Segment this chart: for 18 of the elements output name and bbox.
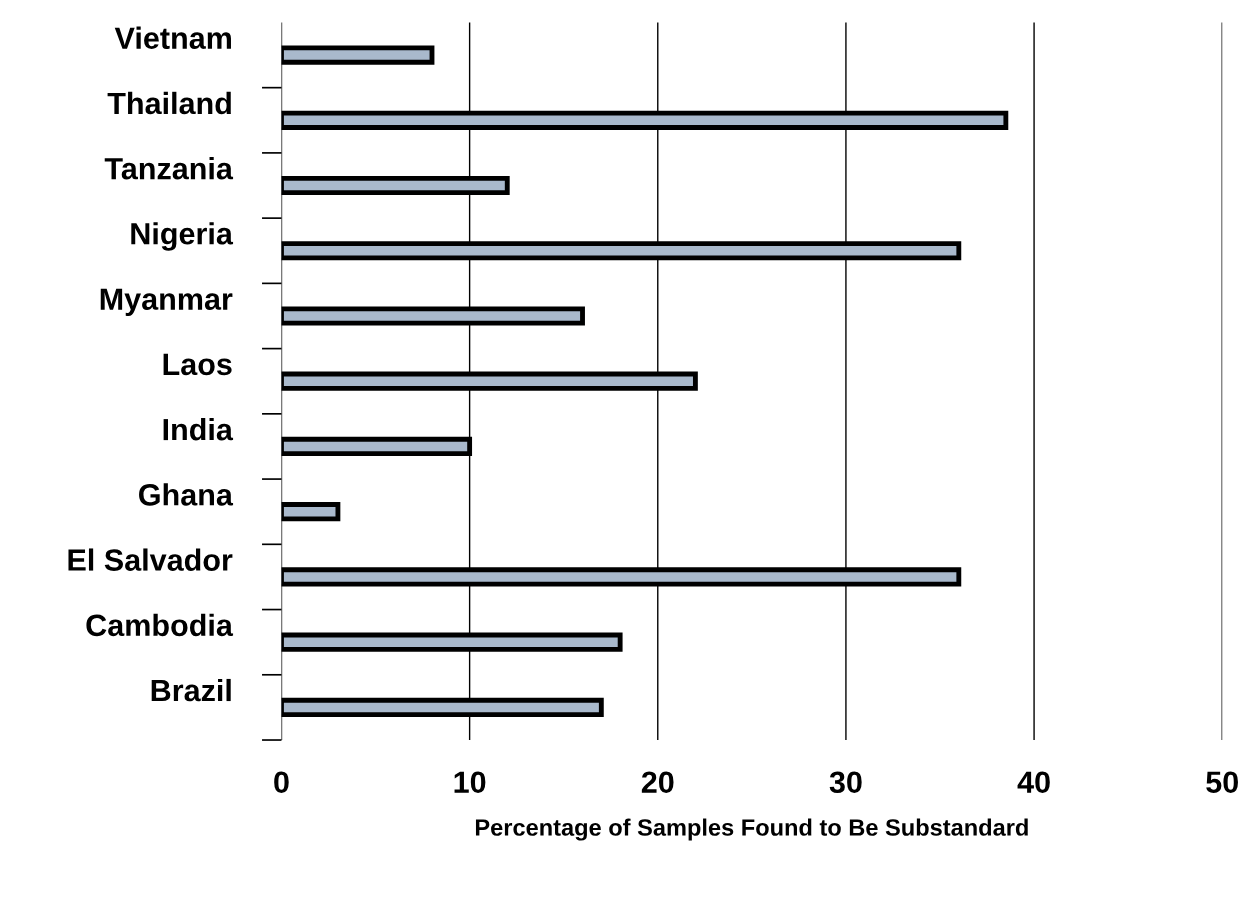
x-tick-label: 20 bbox=[641, 771, 674, 794]
y-tick-label: Thailand bbox=[107, 91, 231, 115]
y-tick-label: India bbox=[163, 417, 234, 441]
x-axis-title: Percentage of Samples Found to Be Substandard bbox=[475, 818, 1028, 841]
x-tick-label: 50 bbox=[1206, 771, 1238, 794]
y-tick-label: El Salvador bbox=[68, 548, 233, 571]
x-tick-label: 10 bbox=[454, 771, 486, 794]
y-tick-label: Nigeria bbox=[131, 222, 234, 251]
x-tick-label: 0 bbox=[274, 771, 289, 794]
y-tick-label: Cambodia bbox=[86, 613, 234, 637]
x-tick-label: 30 bbox=[829, 771, 862, 794]
y-tick-label: Ghana bbox=[139, 483, 234, 506]
y-tick-label: Brazil bbox=[151, 678, 231, 702]
x-tick-label: 40 bbox=[1017, 771, 1050, 794]
y-tick-label: Tanzania bbox=[104, 157, 234, 180]
y-tick-label: Laos bbox=[163, 353, 232, 376]
y-tick-label: Myanmar bbox=[100, 288, 233, 316]
y-tick-label: Vietnam bbox=[114, 26, 231, 49]
